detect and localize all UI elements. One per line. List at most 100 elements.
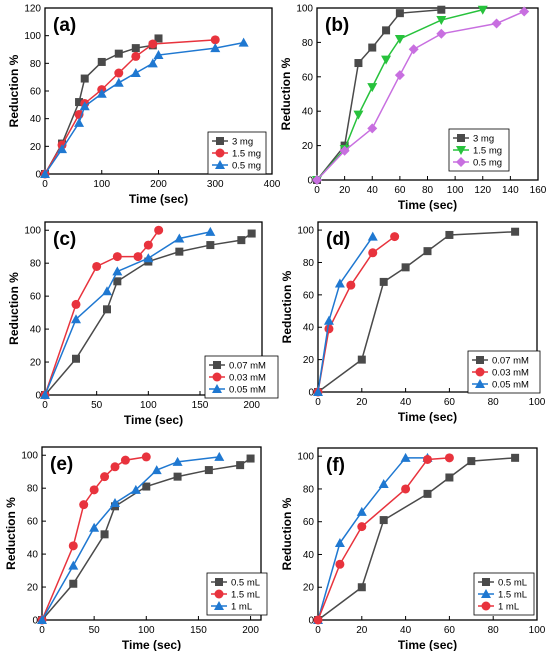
- plot-frame: [317, 447, 538, 621]
- series-3: [313, 453, 454, 625]
- legend-swatch-marker: [481, 601, 491, 611]
- legend-swatch-marker: [215, 160, 225, 169]
- data-point: [174, 233, 185, 243]
- legend-label: 1.5 mL: [498, 590, 527, 601]
- series-line: [41, 456, 147, 621]
- chart-panel-5: 0 50 100 150 200 0 20 40 60 80 100 Time (sec) Reduct…: [4, 446, 268, 651]
- data-point: [408, 44, 419, 55]
- y-tick-label: 80: [303, 484, 315, 495]
- legend-swatch-marker: [212, 372, 222, 382]
- data-point: [154, 34, 163, 43]
- series-3: [312, 6, 530, 185]
- x-tick-label: 0: [42, 179, 48, 190]
- data-point: [237, 236, 246, 245]
- data-point: [130, 484, 141, 494]
- data-point: [353, 110, 364, 120]
- legend-label: 0.05 mM: [229, 385, 266, 396]
- y-tick-label: 80: [30, 59, 42, 70]
- series-2: [40, 35, 220, 179]
- data-point: [367, 83, 378, 93]
- data-point: [153, 50, 164, 60]
- data-point: [323, 315, 334, 325]
- x-tick-label: 150: [192, 400, 209, 411]
- y-tick-label: 100: [296, 4, 313, 15]
- data-point: [246, 454, 255, 463]
- data-point: [436, 28, 447, 39]
- data-point: [142, 482, 151, 491]
- data-point: [210, 35, 220, 45]
- x-axis-title: Time (sec): [398, 410, 457, 424]
- data-point: [467, 457, 476, 466]
- panel-label: (e): [50, 454, 73, 475]
- legend-swatch-marker: [456, 157, 466, 167]
- legend-label: 0.05 mM: [492, 380, 529, 391]
- data-point: [69, 579, 78, 588]
- data-point: [437, 5, 446, 14]
- chart-panel-1: 0 100 200 300 400 0 20 40 60 80 100 120 Time (sec) Re…: [7, 4, 281, 207]
- data-point: [381, 55, 392, 65]
- data-point: [97, 57, 106, 66]
- data-point: [394, 34, 405, 44]
- y-tick-label: 60: [302, 72, 314, 83]
- data-point: [112, 266, 123, 276]
- data-point: [102, 286, 112, 296]
- x-tick-label: 60: [444, 397, 456, 408]
- data-point: [400, 452, 411, 462]
- data-point: [74, 117, 85, 127]
- data-point: [80, 74, 89, 83]
- data-point: [130, 68, 141, 78]
- panel-label: (f): [326, 455, 345, 476]
- data-point: [395, 9, 404, 18]
- y-tick-label: 0: [35, 170, 41, 181]
- y-tick-label: 100: [24, 226, 41, 237]
- y-tick-label: 20: [303, 355, 315, 366]
- y-tick-label: 100: [297, 452, 314, 463]
- series-2: [40, 225, 164, 400]
- y-tick-label: 20: [27, 583, 39, 594]
- data-point: [141, 452, 151, 462]
- series-line: [317, 236, 374, 393]
- data-point: [100, 530, 109, 539]
- data-point: [71, 299, 81, 309]
- legend: 0.5 mL1.5 mL1 mL: [206, 572, 268, 616]
- x-tick-label: 50: [89, 625, 101, 636]
- x-tick-label: 20: [339, 185, 351, 196]
- y-tick-label: 60: [303, 290, 315, 301]
- y-tick-label: 60: [30, 292, 42, 303]
- series-line: [44, 39, 216, 175]
- data-point: [154, 225, 164, 235]
- series-2: [313, 452, 433, 624]
- y-tick-label: 40: [27, 550, 39, 561]
- legend-swatch-marker: [475, 379, 485, 388]
- data-point: [436, 16, 447, 26]
- data-point: [401, 484, 411, 494]
- data-point: [379, 516, 388, 525]
- y-tick-label: 20: [303, 583, 315, 594]
- data-point: [96, 88, 107, 98]
- y-tick-label: 60: [30, 87, 42, 98]
- legend: 3 mg1.5 mg0.5 mg: [207, 131, 267, 175]
- data-point: [445, 230, 454, 239]
- data-point: [172, 456, 183, 466]
- plot-frame: [41, 446, 262, 621]
- data-point: [75, 98, 84, 107]
- data-point: [175, 247, 184, 256]
- legend-swatch-marker: [481, 589, 491, 598]
- data-point: [120, 455, 130, 465]
- y-tick-label: 0: [307, 176, 313, 187]
- x-tick-label: 20: [356, 397, 368, 408]
- y-tick-label: 100: [21, 451, 38, 462]
- data-point: [313, 615, 323, 625]
- data-point: [92, 261, 102, 271]
- y-tick-label: 120: [24, 4, 41, 15]
- legend-label: 3 mg: [473, 134, 494, 145]
- x-tick-label: 80: [422, 185, 434, 196]
- data-point: [335, 559, 345, 569]
- y-axis-title: Reduction %: [4, 497, 18, 570]
- series-3: [37, 451, 225, 624]
- data-point: [491, 18, 502, 29]
- x-tick-label: 40: [367, 185, 379, 196]
- y-tick-label: 40: [30, 325, 42, 336]
